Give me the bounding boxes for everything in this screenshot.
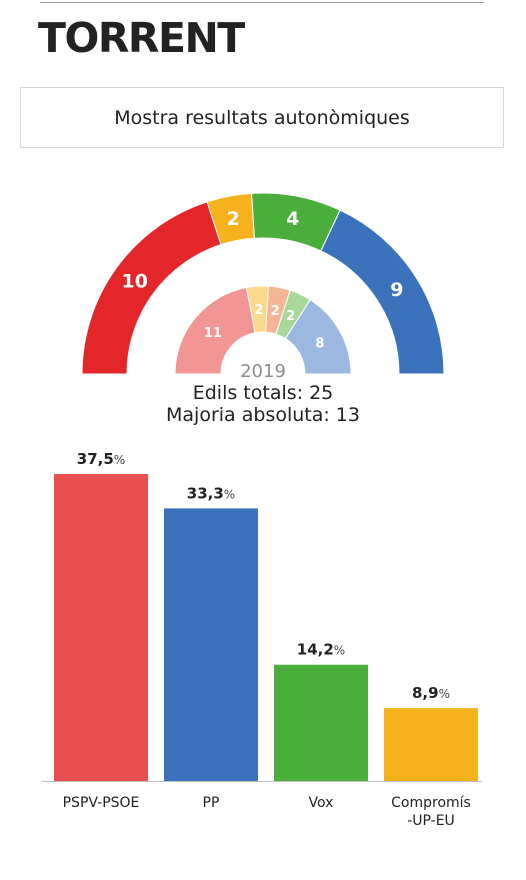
total-councillors-text: Edils totals: 25 — [192, 382, 334, 404]
bar-value-label: 14,2% — [297, 641, 345, 659]
previous-seats-seat-label: 11 — [204, 326, 222, 341]
current-seats-segment-pp — [320, 209, 445, 375]
bar-category-label: Vox — [309, 795, 334, 811]
bar-pp — [164, 508, 258, 781]
current-seats-seat-label: 4 — [286, 208, 299, 230]
bar-value-label: 33,3% — [187, 484, 235, 502]
vote-share-bar-chart: 37,5% PSPV-PSOE 33,3% PP 14,2% Vox 8,9% Comprom… — [42, 450, 482, 829]
previous-seats-segment-0 — [174, 286, 256, 375]
previous-seats-seat-label: 2 — [286, 309, 295, 324]
previous-seats-seat-label: 2 — [254, 303, 263, 318]
bar-vox — [274, 664, 368, 781]
previous-seats-seat-label: 2 — [271, 304, 280, 319]
absolute-majority-text: Majoria absoluta: 13 — [166, 404, 360, 426]
current-seats-seat-label: 2 — [227, 208, 240, 230]
bar-category-label: Compromís — [391, 795, 471, 811]
bar-category-label: PSPV-PSOE — [63, 795, 140, 811]
previous-seats-segment-4 — [284, 299, 352, 375]
top-divider — [40, 2, 484, 3]
bar-category-label: -UP-EU — [407, 813, 455, 829]
town-title: TORRENT — [38, 14, 245, 62]
bar-value-label: 8,9% — [412, 684, 450, 702]
bar-comprom-s-up-eu — [384, 708, 478, 781]
bar-value-label: 37,5% — [77, 450, 125, 468]
show-regional-results-button[interactable]: Mostra resultats autonòmiques — [20, 87, 504, 148]
current-seats-seat-label: 9 — [390, 279, 403, 301]
current-seats-seat-label: 10 — [122, 271, 148, 293]
previous-seats-seat-label: 8 — [315, 336, 324, 351]
bar-pspv-psoe — [54, 474, 148, 781]
previous-year-label: 2019 — [240, 361, 286, 382]
bar-category-label: PP — [203, 795, 220, 811]
